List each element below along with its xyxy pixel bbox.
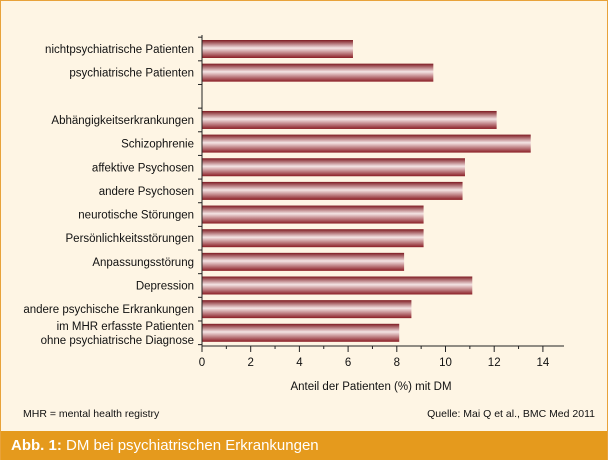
bar-0 <box>202 40 353 58</box>
footnote-source: Quelle: Mai Q et al., BMC Med 2011 <box>427 408 595 420</box>
category-label-12-line-0: im MHR erfasste Patienten <box>57 321 194 333</box>
category-label-3: Abhängigkeitserkrankungen <box>51 115 194 127</box>
category-label-5: affektive Psychosen <box>92 162 194 174</box>
bar-12 <box>202 323 400 342</box>
x-tick-label-0: 0 <box>199 357 205 369</box>
category-label-12-line-1: ohne psychiatrische Diagnose <box>41 335 194 347</box>
bar-5 <box>202 158 465 177</box>
x-axis-title: Anteil der Patienten (%) mit DM <box>290 381 451 393</box>
bar-10 <box>202 276 473 295</box>
category-label-9: Anpassungsstörung <box>92 257 194 269</box>
x-tick-label-4: 8 <box>394 357 400 369</box>
category-label-1: psychiatrische Patienten <box>69 68 194 80</box>
footnote-abbreviation: MHR = mental health registry <box>23 408 160 420</box>
bar-6 <box>202 181 463 200</box>
bar-1 <box>202 63 434 82</box>
bar-9 <box>202 252 405 271</box>
bar-7 <box>202 205 424 224</box>
bar-11 <box>202 300 412 319</box>
x-tick-label-2: 4 <box>296 357 303 369</box>
category-label-4: Schizophrenie <box>121 139 194 151</box>
bar-8 <box>202 229 424 248</box>
bar-chart: nichtpsychiatrische Patienten psychiatris… <box>23 35 564 393</box>
category-label-0: nichtpsychiatrische Patienten <box>45 44 194 56</box>
x-tick-label-3: 6 <box>345 357 351 369</box>
x-tick-label-7: 14 <box>537 357 550 369</box>
caption-bar: Abb. 1: DM bei psychiatrischen Erkrankun… <box>1 431 607 460</box>
x-tick-label-6: 12 <box>488 357 501 369</box>
bar-4 <box>202 134 531 153</box>
category-label-10: Depression <box>136 281 194 293</box>
x-tick-label-1: 2 <box>247 357 253 369</box>
caption-text: DM bei psychiatrischen Erkrankungen <box>66 437 319 454</box>
category-label-11: andere psychische Erkrankungen <box>23 304 194 316</box>
bar-3 <box>202 110 497 129</box>
category-label-7: neurotische Störungen <box>78 210 194 222</box>
category-label-8: Persönlichkeitsstörungen <box>66 233 195 245</box>
category-label-6: andere Psychosen <box>99 186 194 198</box>
x-tick-label-5: 10 <box>439 357 452 369</box>
caption-label: Abb. 1: <box>11 437 62 454</box>
